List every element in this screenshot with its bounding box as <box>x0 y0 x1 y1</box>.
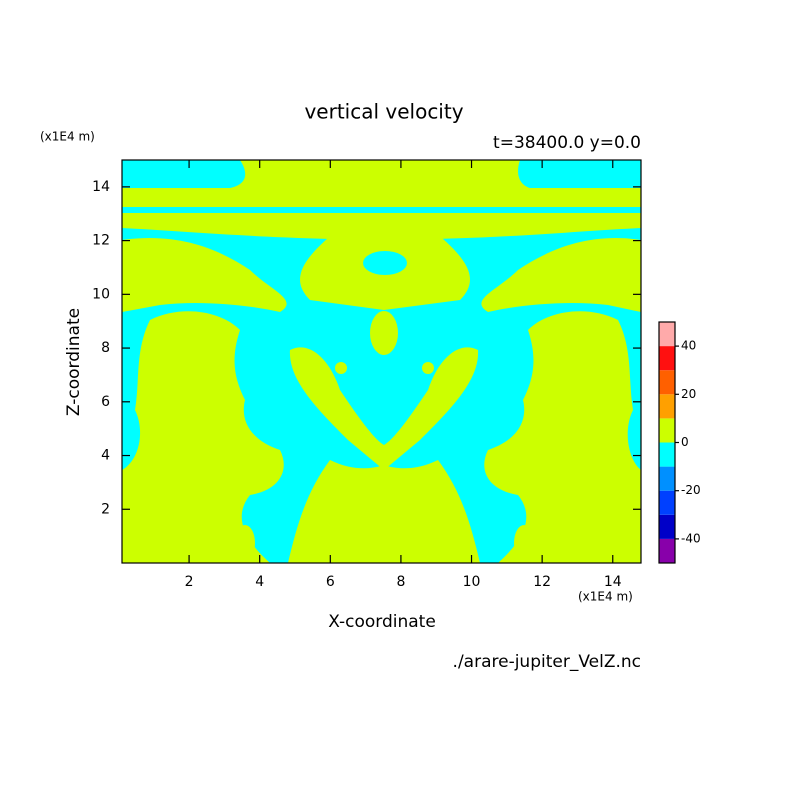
contour-field <box>122 160 641 563</box>
colorbar-band <box>659 442 675 467</box>
contour-region <box>235 525 255 561</box>
colorbar-band <box>659 538 675 563</box>
plot-frame <box>121 159 642 564</box>
colorbar-tick-label: -40 <box>681 531 701 545</box>
colorbar-band <box>659 346 675 371</box>
colorbar-band <box>659 490 675 515</box>
x-tick-label: 12 <box>533 574 551 590</box>
x-tick-label: 4 <box>255 574 264 590</box>
y-tick-label: 12 <box>92 233 110 249</box>
chart-title: vertical velocity <box>304 100 463 124</box>
source-file: ./arare-jupiter_VelZ.nc <box>453 652 641 672</box>
y-tick-label: 4 <box>101 448 110 464</box>
colorbar-band <box>659 322 675 347</box>
x-tick-label: 2 <box>185 574 194 590</box>
contour-region <box>288 460 480 563</box>
x-axis-label: X-coordinate <box>328 612 436 632</box>
x-tick-label: 10 <box>463 574 481 590</box>
y-tick-label: 14 <box>92 179 110 195</box>
contour-region <box>122 160 641 207</box>
colorbar-band <box>659 394 675 419</box>
y-tick-label: 10 <box>92 286 110 302</box>
colorbar-band <box>659 466 675 491</box>
colorbar-tick-label: 0 <box>681 435 689 449</box>
y-unit: (x1E4 m) <box>40 130 95 144</box>
x-tick-label: 6 <box>326 574 335 590</box>
colorbar-band <box>659 514 675 539</box>
y-axis-label: Z-coordinate <box>64 308 84 416</box>
colorbar-tick-label: 40 <box>681 339 696 353</box>
contour-region <box>122 213 641 240</box>
contour-region <box>335 362 347 374</box>
contour-region <box>370 311 398 355</box>
contour-region <box>122 311 284 563</box>
contour-region <box>122 238 287 312</box>
x-tick-label: 8 <box>396 574 405 590</box>
x-tick-label: 14 <box>604 574 622 590</box>
contour-region <box>481 238 641 312</box>
chart-subtitle: t=38400.0 y=0.0 <box>493 133 641 153</box>
colorbar-band <box>659 418 675 443</box>
y-tick-label: 6 <box>101 394 110 410</box>
colorbar-tick-label: 20 <box>681 387 696 401</box>
y-tick-label: 8 <box>101 340 110 356</box>
contour-region <box>484 311 641 563</box>
contour-region <box>363 251 407 275</box>
x-unit: (x1E4 m) <box>578 590 633 604</box>
contour-region <box>514 525 534 561</box>
colorbar-tick-label: -20 <box>681 483 701 497</box>
colorbar-band <box>659 370 675 395</box>
y-tick-label: 2 <box>101 501 110 517</box>
contour-region <box>289 347 479 470</box>
contour-region <box>422 362 434 374</box>
